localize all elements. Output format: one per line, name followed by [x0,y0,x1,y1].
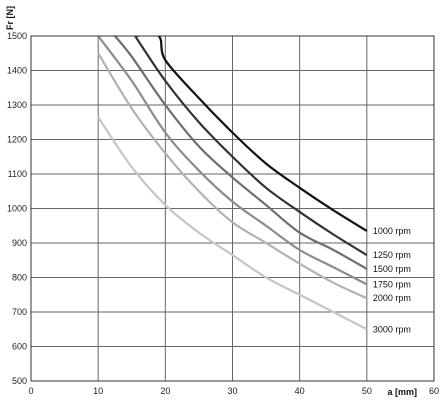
series-label: 3000 rpm [373,324,411,334]
x-tick-label: 20 [160,386,170,396]
x-axis-title: a [mm] [387,387,417,397]
tick-labels: 0 10 20 30 40 50 60 500 600 700 800 900 1000 1100 1200… [7,31,439,396]
plot-border [30,35,435,382]
x-tick-label: 40 [295,386,305,396]
y-tick-label: 1400 [7,66,27,76]
y-axis-title: Fr [N] [5,6,15,30]
series-line-1250-rpm [134,36,368,257]
y-tick-label: 1500 [7,31,27,41]
x-tick-label: 10 [93,386,103,396]
y-tick-label: 1100 [8,169,27,179]
y-tick-label: 1300 [7,100,27,110]
y-tick-label: 1000 [7,204,27,214]
x-tick-label: 50 [362,386,372,396]
series-label: 1000 rpm [373,226,411,236]
series-labels: 1000 rpm 1250 rpm 1500 rpm 1750 rpm 2000 rpm… [373,226,411,334]
series-label: 1500 rpm [373,264,411,274]
x-tick-label: 60 [429,386,439,396]
x-tick-label: 30 [227,386,237,396]
series-line-2000-rpm [97,52,368,300]
series-line-1500-rpm [114,36,368,270]
y-tick-label: 800 [12,273,27,283]
y-tick-label: 600 [12,342,27,352]
series-label: 1750 rpm [373,279,411,289]
series-line-3000-rpm [97,116,368,331]
y-tick-label: 500 [12,376,27,386]
series-lines [97,36,368,331]
y-tick-label: 1200 [7,135,27,145]
grid-lines [31,36,434,381]
series-label: 1250 rpm [373,250,411,260]
series-label: 2000 rpm [373,293,411,303]
series-line-1000-rpm [135,36,368,232]
series-line-1750-rpm [97,36,368,286]
x-tick-label: 0 [28,386,33,396]
y-tick-label: 900 [12,238,27,248]
y-tick-label: 700 [12,307,27,317]
